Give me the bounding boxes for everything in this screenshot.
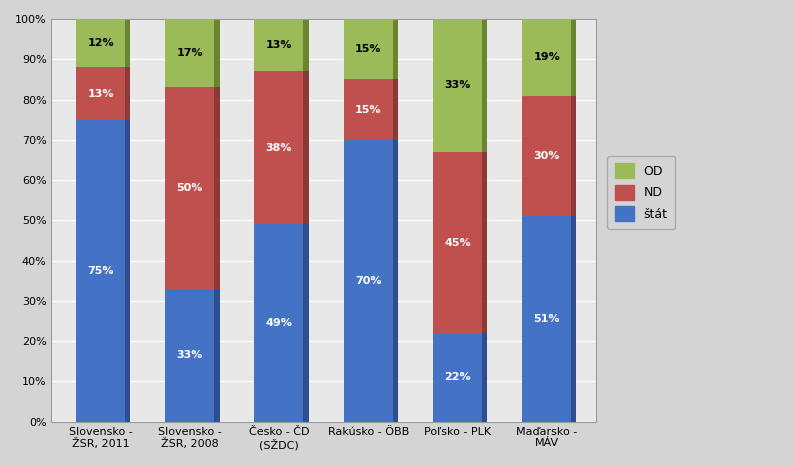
Legend: OD, ND, štát: OD, ND, štát	[607, 156, 675, 229]
Text: 38%: 38%	[266, 143, 292, 153]
Text: 15%: 15%	[355, 105, 381, 114]
Text: 13%: 13%	[87, 88, 114, 99]
Bar	[393, 140, 398, 422]
Bar	[125, 120, 130, 422]
Bar	[433, 19, 482, 152]
Bar	[254, 225, 303, 422]
Bar	[482, 152, 488, 333]
Text: 17%: 17%	[176, 48, 203, 58]
Bar	[433, 152, 482, 333]
Text: 75%: 75%	[87, 266, 114, 276]
Bar	[214, 19, 220, 87]
Bar	[393, 19, 398, 80]
Bar	[433, 333, 482, 422]
Text: 33%: 33%	[176, 350, 203, 360]
Text: 15%: 15%	[355, 44, 381, 54]
Bar	[571, 19, 576, 95]
Bar	[571, 95, 576, 216]
Bar	[125, 19, 130, 67]
Text: 51%: 51%	[534, 314, 560, 324]
Bar	[344, 140, 393, 422]
Text: 45%: 45%	[444, 238, 471, 247]
Bar	[522, 19, 571, 95]
Bar	[522, 95, 571, 216]
Text: 50%: 50%	[176, 183, 203, 193]
Bar	[165, 19, 214, 87]
Bar	[482, 19, 488, 152]
Bar	[214, 289, 220, 422]
Bar	[76, 67, 125, 120]
Bar	[303, 225, 309, 422]
Bar	[303, 71, 309, 225]
Text: 12%: 12%	[87, 38, 114, 48]
Bar	[76, 19, 125, 67]
Bar	[482, 333, 488, 422]
Bar	[254, 71, 303, 225]
Bar	[571, 216, 576, 422]
Text: 19%: 19%	[534, 52, 560, 62]
Text: 70%: 70%	[355, 276, 381, 286]
Text: 33%: 33%	[444, 80, 471, 91]
Bar	[254, 19, 303, 71]
Bar	[344, 80, 393, 140]
Bar	[344, 19, 393, 80]
Bar	[165, 87, 214, 289]
Text: 49%: 49%	[265, 318, 292, 328]
Bar	[76, 120, 125, 422]
Text: 22%: 22%	[444, 372, 471, 382]
Bar	[393, 80, 398, 140]
Bar	[303, 19, 309, 71]
Bar	[522, 216, 571, 422]
Text: 13%: 13%	[266, 40, 292, 50]
Text: 30%: 30%	[534, 151, 560, 161]
Bar	[165, 289, 214, 422]
Bar	[214, 87, 220, 289]
Bar	[125, 67, 130, 120]
